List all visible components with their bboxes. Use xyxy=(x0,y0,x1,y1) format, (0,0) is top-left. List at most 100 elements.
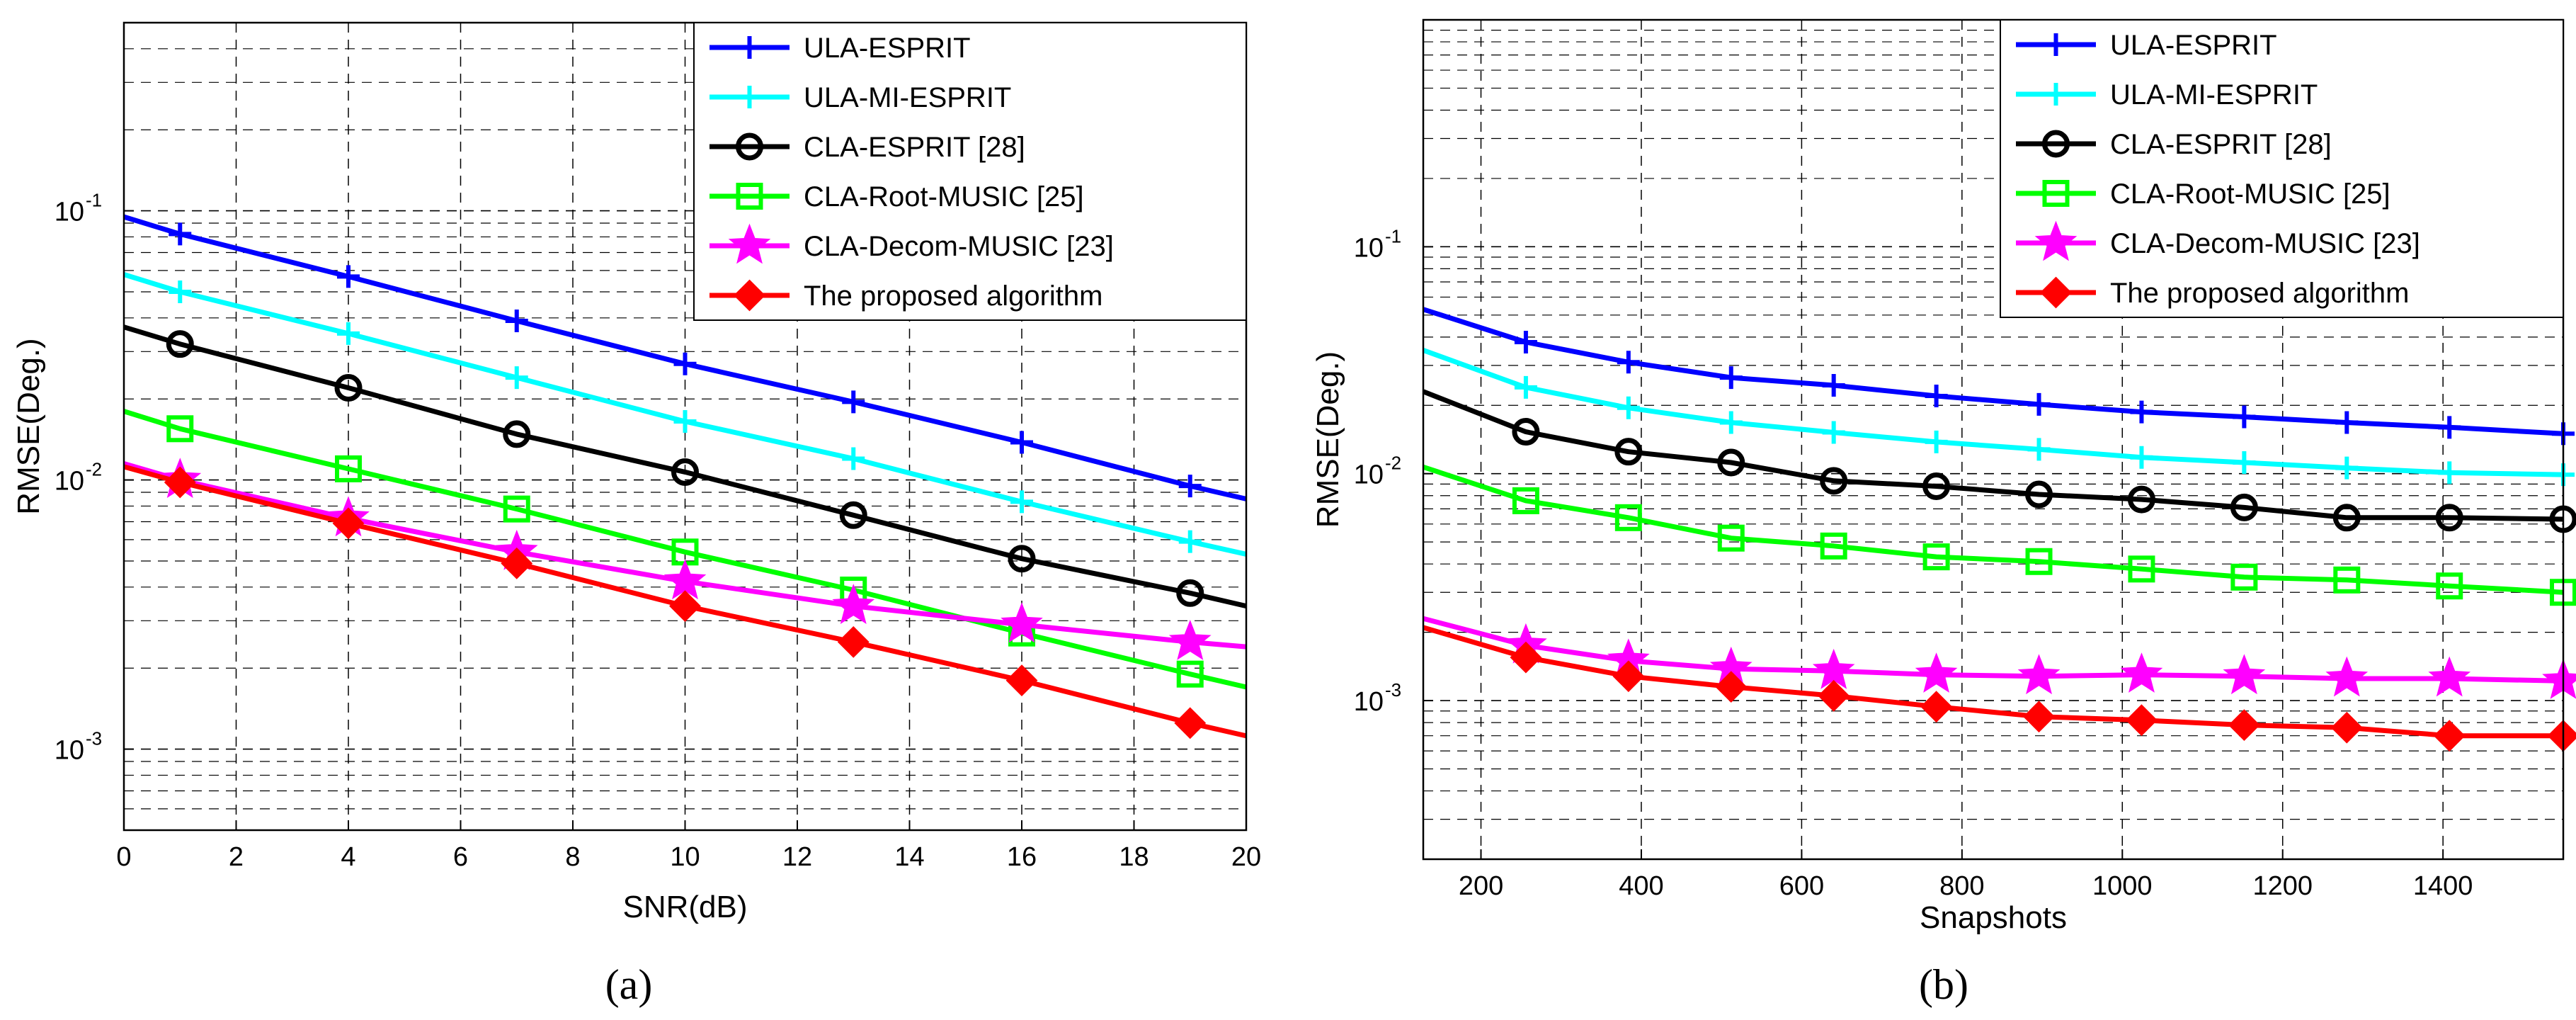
data-point xyxy=(1010,490,1033,514)
data-point xyxy=(673,409,697,433)
data-point xyxy=(505,366,528,390)
data-point xyxy=(1820,532,1847,560)
data-point xyxy=(2223,654,2266,695)
data-point xyxy=(2435,504,2463,532)
data-point xyxy=(1822,421,1845,444)
data-point xyxy=(501,547,533,579)
data-point xyxy=(337,322,360,345)
data-point xyxy=(2332,504,2361,532)
data-point xyxy=(1176,579,1204,607)
x-tick-label: 600 xyxy=(1779,871,1824,901)
data-point xyxy=(842,447,865,470)
x-tick-label: 2 xyxy=(229,842,244,872)
data-point xyxy=(839,501,867,529)
legend-marker xyxy=(738,36,761,59)
series-line-cla-esprit-28 xyxy=(1422,389,2564,522)
y-tick-label-exponent: -3 xyxy=(86,728,102,749)
y-tick-label-exponent: -3 xyxy=(1385,679,1401,701)
legend-label: ULA-MI-ESPRIT xyxy=(804,82,1011,113)
legend-marker xyxy=(734,279,765,312)
x-tick-label: 16 xyxy=(1007,842,1037,872)
data-point xyxy=(1915,652,1958,693)
data-point xyxy=(1512,418,1540,446)
data-point xyxy=(1168,620,1212,660)
chart-panel-b: 200 400 600 800 1000 1200 1400 10-310-210-1 Sn… xyxy=(1311,18,2576,1008)
data-point xyxy=(2230,563,2258,591)
legend-marker xyxy=(2044,33,2068,56)
data-point xyxy=(2130,400,2153,424)
legend-label: CLA-ESPRIT [28] xyxy=(2110,129,2332,160)
data-point xyxy=(2127,485,2155,514)
data-point xyxy=(832,584,875,625)
data-point xyxy=(1617,351,1640,374)
legend-label: ULA-MI-ESPRIT xyxy=(2110,79,2318,110)
data-point xyxy=(2128,555,2155,583)
data-point xyxy=(1717,448,1745,477)
data-point xyxy=(1178,530,1202,553)
data-point xyxy=(2325,656,2369,697)
legend-label: CLA-Decom-MUSIC [23] xyxy=(2110,228,2420,259)
data-point xyxy=(2130,446,2153,469)
axes-frame-a xyxy=(122,21,1248,832)
data-point xyxy=(2333,566,2361,594)
x-tick-label: 8 xyxy=(565,842,580,872)
legend-box xyxy=(2000,19,2564,318)
data-point xyxy=(1818,679,1850,712)
x-tick-label: 14 xyxy=(894,842,924,872)
data-point xyxy=(1001,602,1043,643)
legend-label: CLA-Decom-MUSIC [23] xyxy=(804,231,1114,262)
data-point xyxy=(1922,543,1950,571)
data-point xyxy=(2017,654,2061,695)
y-tick-label-base: 10 xyxy=(1354,233,1384,263)
y-tick-label-base: 10 xyxy=(1354,687,1384,717)
data-point xyxy=(1010,431,1033,454)
data-point xyxy=(1617,396,1640,419)
data-point xyxy=(1614,438,1643,466)
legend-label: CLA-Root-MUSIC [25] xyxy=(804,181,1084,212)
data-point xyxy=(1820,467,1848,495)
data-point xyxy=(503,420,531,448)
data-point xyxy=(2228,709,2260,742)
legend-b: ULA-ESPRIT ULA-MI-ESPRIT CLA-ESPRIT [28] CL… xyxy=(2000,19,2564,318)
data-point xyxy=(1005,664,1038,697)
data-point xyxy=(1178,475,1202,498)
series-line-cla-root-music-25 xyxy=(122,409,1247,690)
data-point xyxy=(1176,660,1204,688)
x-tick-label: 200 xyxy=(1459,871,1503,901)
data-point xyxy=(335,455,362,482)
data-point xyxy=(332,507,365,540)
y-tick-label-exponent: -2 xyxy=(86,459,102,480)
data-point xyxy=(671,458,699,486)
series-line-the-proposed-algorithm xyxy=(1423,625,2563,739)
data-point xyxy=(1922,472,1951,501)
data-point xyxy=(2438,416,2461,439)
legend-box xyxy=(693,22,1247,321)
data-point xyxy=(2233,405,2256,429)
data-point xyxy=(166,330,194,358)
legend-label: CLA-Root-MUSIC [25] xyxy=(2110,178,2390,210)
data-point xyxy=(164,466,196,499)
data-point xyxy=(1614,504,1642,531)
data-point xyxy=(505,310,528,333)
axes-frame-b xyxy=(1422,18,2565,861)
x-tick-label: 0 xyxy=(116,842,131,872)
data-point xyxy=(1514,330,1537,353)
series-group-b xyxy=(1422,307,2576,752)
legend-marker xyxy=(736,183,763,210)
chart-panel-a: 0 2 4 6 8 10 12 14 16 18 20 10-310-210-1 SNR(dB) R… xyxy=(11,21,1261,1008)
x-tick-label: 4 xyxy=(341,842,355,872)
legend-label: ULA-ESPRIT xyxy=(2110,30,2277,61)
legend-marker xyxy=(736,132,763,161)
series-group-a xyxy=(122,214,1247,740)
x-axis-label-a: SNR(dB) xyxy=(622,890,747,924)
data-point xyxy=(2438,461,2461,484)
data-point xyxy=(2023,701,2055,733)
data-point xyxy=(842,390,865,414)
data-point xyxy=(2233,450,2256,474)
data-point xyxy=(2025,480,2053,509)
x-tick-label: 1200 xyxy=(2252,871,2313,901)
figure-caption-a: (a) xyxy=(605,961,653,1008)
data-point xyxy=(1174,707,1207,740)
data-point xyxy=(2335,456,2359,480)
